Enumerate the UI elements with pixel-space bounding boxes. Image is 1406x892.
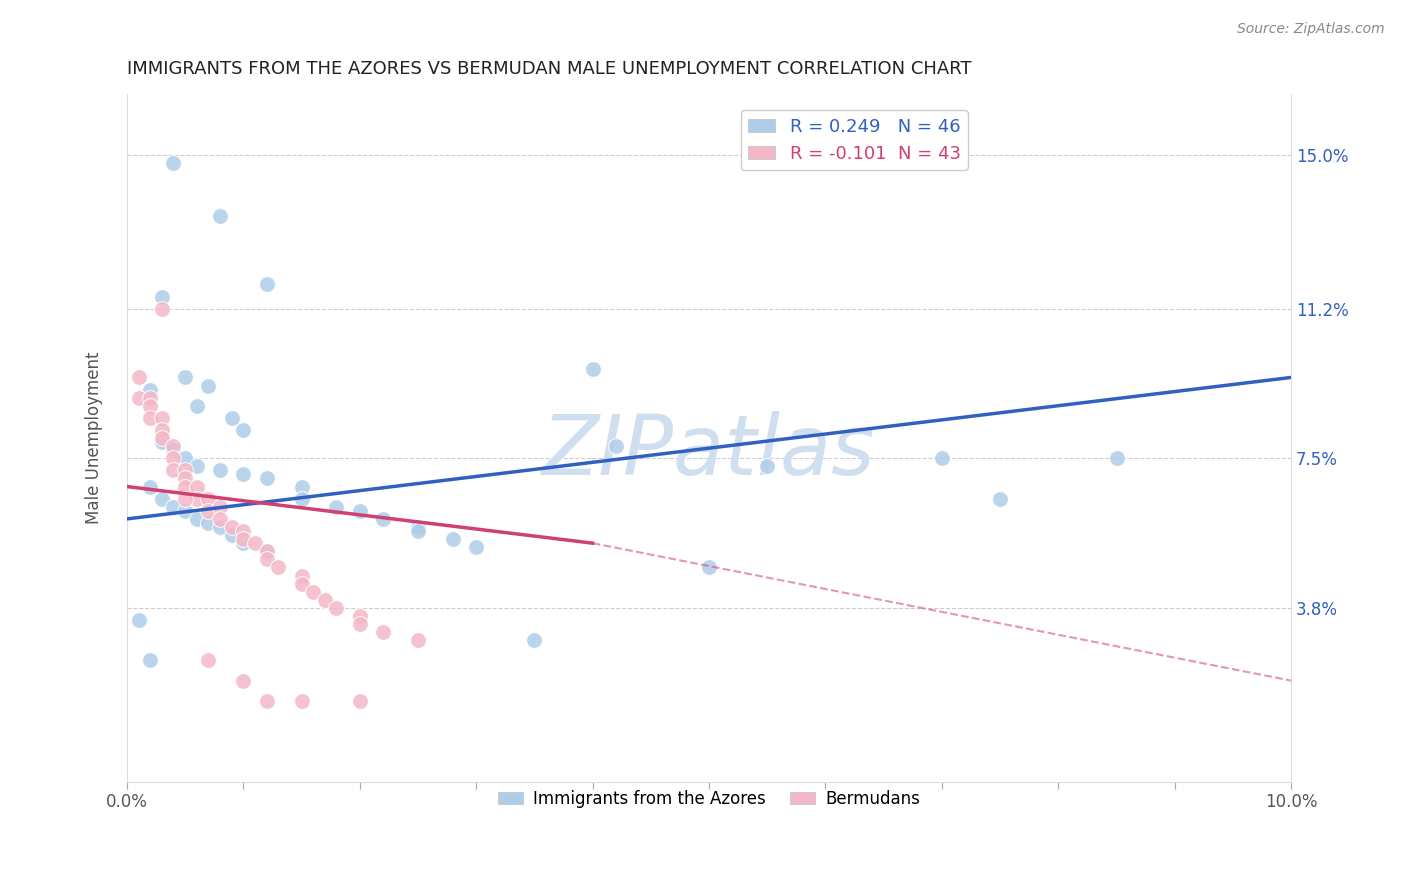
- Bermudans: [267, 560, 290, 574]
- Bermudans: [314, 592, 336, 607]
- Immigrants from the Azores: [150, 491, 173, 506]
- Bermudans: [256, 544, 278, 558]
- Bermudans: [186, 491, 208, 506]
- Bermudans: [150, 431, 173, 445]
- Immigrants from the Azores: [221, 410, 243, 425]
- Immigrants from the Azores: [441, 532, 464, 546]
- Immigrants from the Azores: [349, 504, 371, 518]
- Immigrants from the Azores: [197, 378, 219, 392]
- Immigrants from the Azores: [209, 209, 232, 223]
- Bermudans: [232, 524, 254, 538]
- Bermudans: [186, 479, 208, 493]
- Bermudans: [139, 410, 162, 425]
- Bermudans: [139, 391, 162, 405]
- Immigrants from the Azores: [290, 479, 312, 493]
- Immigrants from the Azores: [406, 524, 429, 538]
- Immigrants from the Azores: [128, 613, 150, 627]
- Bermudans: [209, 500, 232, 514]
- Bermudans: [139, 399, 162, 413]
- Immigrants from the Azores: [256, 544, 278, 558]
- Immigrants from the Azores: [371, 512, 394, 526]
- Bermudans: [349, 609, 371, 624]
- Immigrants from the Azores: [174, 504, 197, 518]
- Immigrants from the Azores: [186, 512, 208, 526]
- Immigrants from the Azores: [186, 399, 208, 413]
- Immigrants from the Azores: [988, 491, 1011, 506]
- Bermudans: [209, 512, 232, 526]
- Immigrants from the Azores: [290, 491, 312, 506]
- Bermudans: [302, 584, 325, 599]
- Immigrants from the Azores: [465, 540, 488, 554]
- Bermudans: [174, 471, 197, 485]
- Immigrants from the Azores: [232, 467, 254, 482]
- Bermudans: [162, 439, 184, 453]
- Bermudans: [197, 504, 219, 518]
- Immigrants from the Azores: [232, 423, 254, 437]
- Bermudans: [162, 451, 184, 466]
- Immigrants from the Azores: [162, 156, 184, 170]
- Immigrants from the Azores: [150, 289, 173, 303]
- Bermudans: [150, 301, 173, 316]
- Immigrants from the Azores: [582, 362, 605, 376]
- Bermudans: [197, 491, 219, 506]
- Bermudans: [174, 491, 197, 506]
- Bermudans: [150, 423, 173, 437]
- Bermudans: [290, 568, 312, 582]
- Immigrants from the Azores: [139, 653, 162, 667]
- Immigrants from the Azores: [209, 463, 232, 477]
- Immigrants from the Azores: [139, 479, 162, 493]
- Immigrants from the Azores: [523, 633, 546, 648]
- Immigrants from the Azores: [197, 516, 219, 530]
- Bermudans: [290, 576, 312, 591]
- Bermudans: [256, 552, 278, 566]
- Legend: Immigrants from the Azores, Bermudans: Immigrants from the Azores, Bermudans: [491, 783, 927, 814]
- Immigrants from the Azores: [174, 451, 197, 466]
- Immigrants from the Azores: [162, 500, 184, 514]
- Immigrants from the Azores: [756, 459, 779, 474]
- Bermudans: [162, 463, 184, 477]
- Immigrants from the Azores: [406, 520, 429, 534]
- Bermudans: [371, 625, 394, 640]
- Bermudans: [349, 694, 371, 708]
- Immigrants from the Azores: [221, 528, 243, 542]
- Immigrants from the Azores: [256, 277, 278, 292]
- Immigrants from the Azores: [931, 451, 953, 466]
- Immigrants from the Azores: [186, 459, 208, 474]
- Immigrants from the Azores: [1105, 451, 1128, 466]
- Bermudans: [349, 617, 371, 632]
- Bermudans: [197, 653, 219, 667]
- Immigrants from the Azores: [150, 435, 173, 450]
- Immigrants from the Azores: [325, 500, 347, 514]
- Immigrants from the Azores: [209, 520, 232, 534]
- Bermudans: [150, 410, 173, 425]
- Immigrants from the Azores: [162, 443, 184, 458]
- Bermudans: [325, 600, 347, 615]
- Immigrants from the Azores: [605, 439, 627, 453]
- Bermudans: [256, 694, 278, 708]
- Bermudans: [174, 479, 197, 493]
- Text: Source: ZipAtlas.com: Source: ZipAtlas.com: [1237, 22, 1385, 37]
- Text: IMMIGRANTS FROM THE AZORES VS BERMUDAN MALE UNEMPLOYMENT CORRELATION CHART: IMMIGRANTS FROM THE AZORES VS BERMUDAN M…: [127, 60, 972, 78]
- Bermudans: [174, 463, 197, 477]
- Immigrants from the Azores: [256, 471, 278, 485]
- Y-axis label: Male Unemployment: Male Unemployment: [86, 351, 103, 524]
- Text: ZIPatlas: ZIPatlas: [543, 411, 876, 492]
- Immigrants from the Azores: [174, 370, 197, 384]
- Bermudans: [128, 391, 150, 405]
- Immigrants from the Azores: [232, 536, 254, 550]
- Bermudans: [232, 673, 254, 688]
- Bermudans: [406, 633, 429, 648]
- Bermudans: [221, 520, 243, 534]
- Immigrants from the Azores: [139, 383, 162, 397]
- Bermudans: [232, 532, 254, 546]
- Bermudans: [128, 370, 150, 384]
- Immigrants from the Azores: [697, 560, 720, 574]
- Bermudans: [290, 694, 312, 708]
- Bermudans: [243, 536, 266, 550]
